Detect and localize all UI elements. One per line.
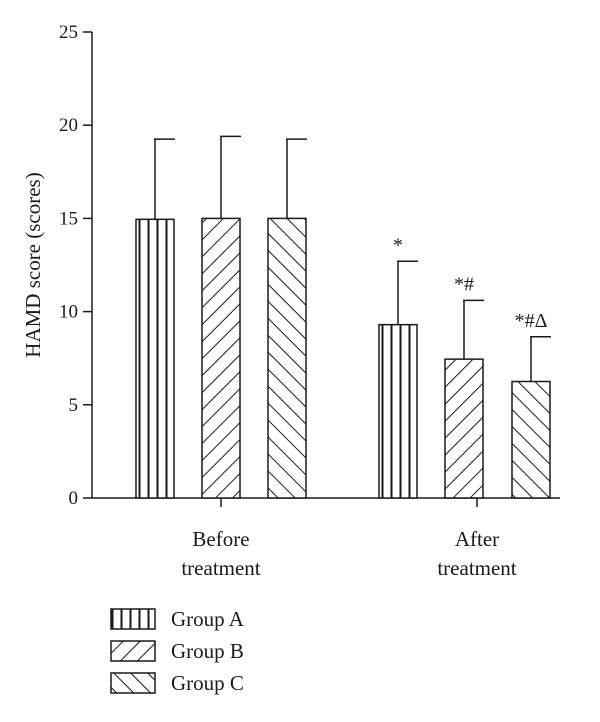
y-tick-label: 5: [69, 395, 79, 416]
bar: [444, 358, 484, 499]
significance-annotation: *: [393, 234, 403, 256]
bar: [511, 380, 551, 499]
axes: 0 5 10 15 20 25 Before treatment After treatment: [59, 22, 560, 580]
y-tick-label: 10: [59, 302, 78, 323]
legend-label: Group C: [171, 671, 244, 695]
bar: [135, 218, 175, 499]
y-tick-label: 15: [59, 208, 78, 229]
significance-annotation: *#: [454, 273, 474, 295]
legend-swatch: [110, 672, 156, 694]
legend-label: Group B: [171, 639, 244, 663]
y-axis-title: HAMD score (scores): [21, 172, 45, 357]
x-category-label: treatment: [181, 556, 260, 580]
legend-swatch: [110, 608, 156, 630]
bars: * *# *#Δ: [135, 135, 551, 499]
legend-label: Group A: [171, 607, 245, 631]
bar: [267, 217, 307, 499]
legend-swatch: [110, 640, 156, 662]
bar: [378, 323, 418, 499]
y-tick-label: 0: [69, 488, 79, 509]
y-tick-label: 20: [59, 115, 78, 136]
x-category-label: Before: [192, 527, 249, 551]
significance-annotation: *#Δ: [515, 310, 548, 332]
y-tick-label: 25: [59, 22, 78, 43]
x-category-label: After: [455, 527, 499, 551]
bar: [201, 217, 241, 499]
x-category-label: treatment: [437, 556, 516, 580]
legend: Group A Group B Group C: [110, 607, 245, 695]
